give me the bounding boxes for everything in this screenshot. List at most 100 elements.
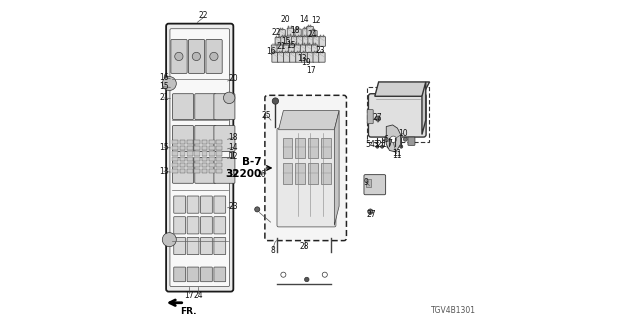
Text: 22: 22 — [271, 28, 281, 37]
Circle shape — [305, 277, 309, 282]
Bar — [293, 51, 294, 53]
Bar — [173, 157, 178, 161]
Bar — [173, 140, 178, 144]
Polygon shape — [375, 82, 429, 96]
Text: 17: 17 — [184, 291, 194, 300]
Bar — [180, 140, 185, 144]
FancyBboxPatch shape — [319, 37, 325, 46]
FancyBboxPatch shape — [313, 37, 319, 46]
Bar — [173, 146, 178, 150]
FancyBboxPatch shape — [303, 37, 309, 46]
Text: FR.: FR. — [180, 307, 197, 316]
Bar — [180, 146, 185, 150]
FancyBboxPatch shape — [200, 217, 212, 234]
FancyBboxPatch shape — [284, 52, 290, 62]
FancyBboxPatch shape — [187, 267, 199, 282]
Bar — [202, 140, 207, 144]
FancyBboxPatch shape — [367, 110, 373, 124]
FancyBboxPatch shape — [307, 27, 314, 36]
Bar — [320, 35, 321, 37]
FancyBboxPatch shape — [271, 45, 278, 54]
FancyBboxPatch shape — [296, 52, 302, 62]
FancyBboxPatch shape — [292, 37, 298, 46]
Text: 23: 23 — [228, 202, 238, 211]
Text: 19: 19 — [228, 170, 238, 179]
Bar — [366, 179, 371, 187]
Bar — [293, 35, 294, 37]
Bar — [296, 138, 305, 158]
Bar — [195, 146, 200, 150]
FancyBboxPatch shape — [307, 52, 314, 62]
Bar — [292, 43, 293, 45]
Bar — [276, 36, 277, 38]
Polygon shape — [334, 111, 339, 225]
FancyBboxPatch shape — [311, 31, 317, 40]
Bar — [298, 27, 300, 29]
Bar — [291, 26, 292, 28]
Bar — [284, 43, 285, 45]
Bar — [280, 28, 281, 30]
Circle shape — [223, 92, 235, 104]
FancyBboxPatch shape — [173, 267, 186, 282]
Polygon shape — [387, 125, 401, 152]
Circle shape — [175, 52, 183, 60]
Bar — [314, 35, 316, 37]
FancyBboxPatch shape — [303, 29, 309, 38]
Text: 21: 21 — [276, 42, 286, 52]
FancyBboxPatch shape — [306, 45, 312, 54]
Bar — [273, 51, 274, 53]
Text: 15: 15 — [281, 37, 291, 46]
FancyBboxPatch shape — [277, 128, 336, 227]
FancyBboxPatch shape — [173, 217, 186, 234]
Bar — [275, 43, 276, 45]
Bar — [180, 169, 185, 173]
FancyBboxPatch shape — [300, 45, 307, 54]
Bar — [315, 43, 316, 45]
Circle shape — [399, 145, 403, 148]
Bar — [296, 27, 297, 29]
FancyBboxPatch shape — [173, 237, 186, 255]
FancyBboxPatch shape — [200, 237, 212, 255]
FancyBboxPatch shape — [187, 217, 199, 234]
Text: 15: 15 — [159, 143, 169, 152]
FancyBboxPatch shape — [214, 267, 226, 282]
FancyBboxPatch shape — [195, 157, 216, 183]
FancyBboxPatch shape — [173, 94, 193, 120]
Bar — [297, 51, 298, 53]
Bar — [195, 163, 200, 167]
FancyBboxPatch shape — [171, 40, 187, 73]
Bar — [298, 43, 299, 45]
Bar — [307, 43, 308, 45]
Text: B-7
32200: B-7 32200 — [226, 157, 262, 179]
Bar — [291, 51, 292, 53]
Bar — [202, 163, 207, 167]
Bar — [187, 163, 193, 167]
Text: 12: 12 — [311, 16, 320, 25]
Bar — [284, 35, 285, 37]
Bar — [173, 169, 178, 173]
Bar — [202, 157, 207, 161]
FancyBboxPatch shape — [313, 52, 319, 62]
Bar — [305, 51, 306, 53]
FancyBboxPatch shape — [265, 95, 346, 241]
Bar — [195, 169, 200, 173]
FancyBboxPatch shape — [278, 52, 284, 62]
Text: 18: 18 — [228, 133, 238, 142]
Text: 2: 2 — [377, 140, 381, 149]
FancyBboxPatch shape — [170, 29, 230, 286]
Text: 10: 10 — [398, 129, 408, 138]
Text: 4: 4 — [369, 140, 374, 149]
Text: 23: 23 — [315, 45, 325, 55]
Bar — [290, 34, 291, 36]
FancyBboxPatch shape — [173, 125, 193, 151]
Bar — [173, 151, 178, 156]
Bar — [313, 43, 314, 45]
FancyBboxPatch shape — [214, 94, 235, 120]
Bar — [180, 151, 185, 156]
Text: 8: 8 — [271, 246, 275, 255]
Bar — [300, 35, 301, 37]
Bar — [285, 51, 286, 53]
FancyBboxPatch shape — [187, 237, 199, 255]
Bar — [321, 163, 330, 184]
Text: 27: 27 — [372, 113, 382, 122]
